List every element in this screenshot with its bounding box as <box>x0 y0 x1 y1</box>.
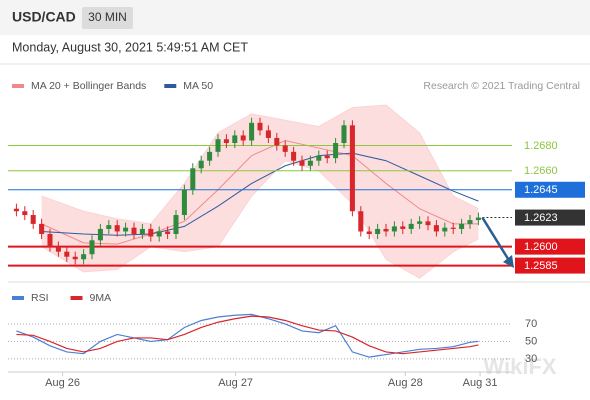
candle-body <box>475 217 481 221</box>
candle-body <box>249 122 255 141</box>
y-tick-label: 50 <box>525 335 537 347</box>
candle-body <box>39 223 45 234</box>
timeframe-box <box>82 7 133 29</box>
ma-line <box>41 152 479 236</box>
candle-body <box>198 160 204 169</box>
timeframe: 30 MIN <box>88 10 127 24</box>
candle-body <box>333 143 339 159</box>
candle-body <box>265 130 271 138</box>
candle-body <box>156 231 162 237</box>
candle-body <box>97 228 103 241</box>
level-label: 1.2600 <box>524 241 558 253</box>
candle-body <box>417 221 423 224</box>
candle-body <box>181 189 187 216</box>
watermark: WikiFX <box>483 354 556 379</box>
candle-body <box>400 226 406 229</box>
legend-swatch <box>12 84 24 88</box>
candle-body <box>324 155 330 159</box>
candle-body <box>139 228 145 234</box>
candle-body <box>299 160 305 166</box>
legend-label: MA 50 <box>183 80 213 92</box>
candle-body <box>165 231 171 234</box>
level-label-box <box>515 209 585 226</box>
level-label: 1.2645 <box>524 184 558 196</box>
candle-body <box>190 168 196 190</box>
candle-body <box>383 228 389 232</box>
x-tick-label: Aug 27 <box>218 377 253 389</box>
candle-body <box>13 208 19 212</box>
candle-body <box>425 221 431 226</box>
level-label-box <box>515 257 585 274</box>
candle-body <box>114 225 120 232</box>
level-label: 1.2623 <box>524 212 558 224</box>
legend-swatch <box>12 296 24 300</box>
ma-line <box>41 139 479 245</box>
legend-label: RSI <box>31 292 49 304</box>
candle-body <box>173 215 179 234</box>
candle-body <box>467 220 473 224</box>
candle-body <box>459 223 465 229</box>
x-tick-label: Aug 28 <box>388 377 423 389</box>
candle-body <box>72 256 78 260</box>
candle-body <box>123 227 129 232</box>
candle-body <box>408 223 414 229</box>
candle-body <box>358 211 364 232</box>
symbol: USD/CAD <box>12 9 76 25</box>
candle-body <box>148 228 154 237</box>
candle-body <box>442 227 448 232</box>
candle-body <box>207 151 213 161</box>
candle-body <box>30 215 36 224</box>
candle-body <box>282 145 288 152</box>
y-tick-label: 30 <box>525 353 537 365</box>
forecast-arrow <box>481 216 512 263</box>
candle-body <box>391 226 397 232</box>
candle-body <box>433 225 439 232</box>
legend-label: 9MA <box>90 292 112 304</box>
candle-body <box>22 211 28 216</box>
level-label: 1.2680 <box>524 140 558 152</box>
candle-body <box>341 125 347 144</box>
credit: Research © 2021 Trading Central <box>423 80 580 92</box>
forecast-arrowhead <box>503 255 514 268</box>
level-label-box <box>515 238 585 255</box>
candle-body <box>257 122 263 131</box>
x-tick-label: Aug 31 <box>463 377 498 389</box>
candle-body <box>232 135 238 144</box>
candle-body <box>215 139 221 152</box>
candle-body <box>131 227 137 234</box>
line <box>16 315 479 355</box>
candle-body <box>47 233 53 247</box>
legend-swatch <box>164 84 177 88</box>
candle-body <box>307 160 313 166</box>
candle-body <box>89 240 95 255</box>
timestamp: Monday, August 30, 2021 5:49:51 AM CET <box>12 40 248 54</box>
candle-body <box>274 137 280 146</box>
legend-swatch <box>70 296 83 300</box>
level-label: 1.2585 <box>524 260 558 272</box>
candle-body <box>223 139 229 144</box>
candle-body <box>349 125 355 212</box>
candle-body <box>81 254 87 260</box>
x-tick-label: Aug 26 <box>45 377 80 389</box>
candle-body <box>55 246 61 252</box>
candle-body <box>375 228 381 234</box>
legend-label: MA 20 + Bollinger Bands <box>31 80 146 92</box>
level-label-box <box>515 181 585 198</box>
line <box>16 313 479 358</box>
bollinger-upper <box>41 104 479 225</box>
candle-body <box>240 135 246 141</box>
candle-body <box>106 225 112 229</box>
y-tick-label: 70 <box>525 318 537 330</box>
level-label: 1.2660 <box>524 165 558 177</box>
candle-body <box>291 151 297 161</box>
candle-body <box>366 231 372 234</box>
candle-body <box>316 155 322 161</box>
candle-body <box>64 251 70 257</box>
candle-body <box>450 227 456 229</box>
